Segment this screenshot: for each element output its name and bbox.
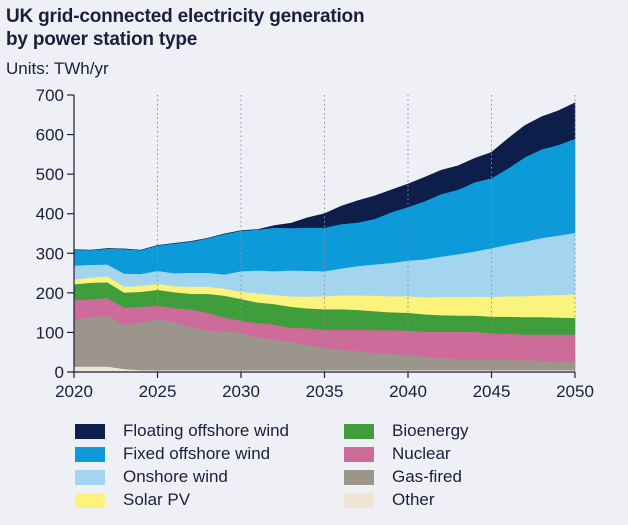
- units-label: Units: TWh/yr: [6, 59, 109, 78]
- x-tick-label-2025: 2025: [139, 382, 177, 401]
- legend-label-gas-fired: Gas-fired: [392, 467, 462, 486]
- axes-layer: 0 100 200 300 400 500 600 700 2020 2025 2030 2035 20…: [36, 86, 594, 401]
- legend-swatch-other: [344, 492, 374, 508]
- legend-swatch-bioenergy: [344, 423, 374, 439]
- y-tick-label-700: 700: [36, 86, 64, 105]
- legend-item-onshore-wind: Onshore wind: [75, 467, 228, 487]
- legend-item-other: Other: [344, 490, 435, 510]
- legend-label-solar-pv: Solar PV: [123, 490, 191, 509]
- legend-label-bioenergy: Bioenergy: [392, 421, 469, 440]
- legend-label-floating-offshore-wind: Floating offshore wind: [123, 421, 290, 440]
- x-tick-label-2020: 2020: [55, 382, 93, 401]
- area-layer: [73, 102, 576, 373]
- area-floating-offshore-wind: [73, 102, 576, 251]
- y-tick-label-200: 200: [36, 284, 64, 303]
- x-tick-label-2030: 2030: [222, 382, 260, 401]
- legend-item-fixed-offshore-wind: Fixed offshore wind: [75, 444, 270, 464]
- x-tick-label-2040: 2040: [389, 382, 427, 401]
- legend-swatch-solar-pv: [75, 492, 105, 508]
- grid-layer: [157, 95, 576, 372]
- x-tick-label-2050: 2050: [556, 382, 594, 401]
- x-tick-label-2045: 2045: [473, 382, 511, 401]
- x-tick-label-2035: 2035: [306, 382, 344, 401]
- y-tick-label-500: 500: [36, 165, 64, 184]
- legend-swatch-onshore-wind: [75, 469, 105, 485]
- legend-item-floating-offshore-wind: Floating offshore wind: [75, 421, 289, 441]
- legend-label-nuclear: Nuclear: [392, 444, 451, 463]
- legend-label-other: Other: [392, 490, 435, 509]
- legend-item-solar-pv: Solar PV: [75, 490, 190, 510]
- y-tick-label-0: 0: [55, 363, 64, 382]
- legend-swatch-fixed-offshore-wind: [75, 446, 105, 462]
- y-tick-label-300: 300: [36, 244, 64, 263]
- legend-swatch-nuclear: [344, 446, 374, 462]
- chart-title-line-1: UK grid-connected electricity generation: [6, 6, 365, 27]
- legend-item-bioenergy: Bioenergy: [344, 421, 469, 441]
- legend-label-onshore-wind: Onshore wind: [123, 467, 228, 486]
- y-tick-label-600: 600: [36, 126, 64, 145]
- legend-item-gas-fired: Gas-fired: [344, 467, 462, 487]
- legend-label-fixed-offshore-wind: Fixed offshore wind: [123, 444, 271, 463]
- y-tick-label-100: 100: [36, 323, 64, 342]
- legend-swatch-gas-fired: [344, 469, 374, 485]
- legend-swatch-floating-offshore-wind: [75, 423, 105, 439]
- chart-title-line-2: by power station type: [6, 29, 198, 50]
- y-tick-label-400: 400: [36, 205, 64, 224]
- legend-item-nuclear: Nuclear: [344, 444, 451, 464]
